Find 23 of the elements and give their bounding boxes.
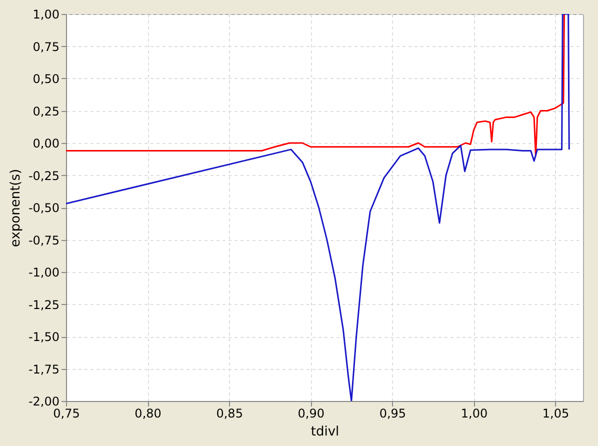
y-tick-label: -0,25 bbox=[28, 168, 60, 183]
x-tick-label: 0,80 bbox=[134, 406, 162, 420]
y-tick-label: 0,25 bbox=[32, 104, 60, 118]
y-tick-label: -0,75 bbox=[28, 233, 60, 248]
y-tick-label: -2,00 bbox=[28, 394, 60, 408]
y-axis-title: exponent(s) bbox=[8, 168, 24, 248]
y-tick-label: -0,50 bbox=[28, 201, 60, 215]
y-tick-label: -1,25 bbox=[28, 298, 60, 312]
x-tick-label: 0,75 bbox=[53, 406, 80, 420]
y-tick-label: 0,00 bbox=[32, 136, 60, 150]
y-tick-label: -1,50 bbox=[28, 330, 60, 344]
x-tick-label: 0,90 bbox=[298, 406, 324, 420]
x-tick-label: 0,95 bbox=[379, 406, 406, 420]
x-tick-label: 1,05 bbox=[542, 406, 570, 420]
y-tick-label: 1,00 bbox=[32, 8, 60, 22]
line-series bbox=[66, 14, 565, 157]
x-tick-label: 0,85 bbox=[216, 406, 243, 420]
y-tick-label: -1,00 bbox=[28, 266, 60, 280]
x-axis-title: tdivl bbox=[310, 424, 340, 440]
y-tick-label: 0,75 bbox=[32, 40, 60, 54]
y-tick-label: 0,50 bbox=[32, 72, 60, 86]
y-tick-label: -1,75 bbox=[28, 362, 60, 376]
x-tick-label: 1,00 bbox=[460, 406, 488, 420]
